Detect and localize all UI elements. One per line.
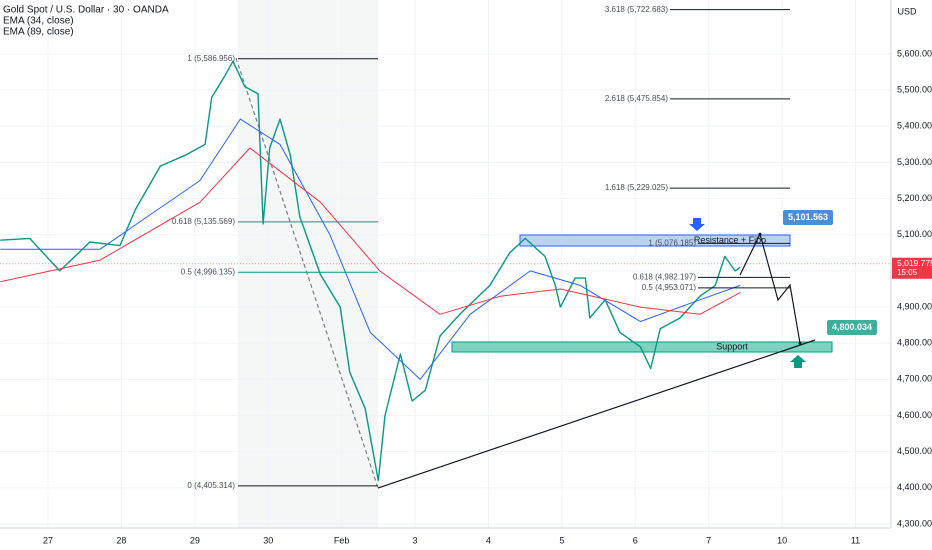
- fib-label: 3.618 (5,722.683): [605, 5, 668, 14]
- target-callout: [827, 320, 877, 335]
- fib-label: 0.618 (4,982.197): [633, 272, 696, 281]
- last-price-label: 5,019.775: [897, 258, 932, 268]
- fib-label: 0.5 (4,953.071): [642, 283, 697, 292]
- up-arrow: [790, 355, 806, 368]
- x-tick-label: 28: [116, 535, 126, 545]
- resistance-label: Resistance + Fibo: [694, 235, 766, 245]
- currency-label: USD: [897, 6, 917, 16]
- legend-entry: EMA (34, close): [3, 16, 74, 27]
- y-tick-label: 4,500.000: [897, 446, 932, 456]
- y-tick-label: 5,200.000: [897, 193, 932, 203]
- x-tick-label: 27: [43, 535, 53, 545]
- x-tick-label: 5: [559, 535, 564, 545]
- target-label: 5,101.563: [788, 212, 828, 222]
- fib-label: 1.618 (5,229.025): [605, 183, 668, 192]
- swing-line: [235, 57, 379, 489]
- y-tick-label: 5,600.000: [897, 48, 932, 58]
- down-arrow: [689, 218, 705, 231]
- resistance-zone: [519, 234, 791, 247]
- x-tick-label: 6: [633, 535, 638, 545]
- countdown-label: 15:05: [897, 268, 918, 277]
- target-point: [798, 341, 802, 345]
- x-tick-label: 29: [190, 535, 200, 545]
- target-label: 4,800.034: [832, 322, 872, 332]
- y-tick-label: 5,100.000: [897, 229, 932, 239]
- last-price-tag: [892, 257, 932, 279]
- price-line: [0, 60, 741, 482]
- x-tick-label: 30: [263, 535, 273, 545]
- x-tick-label: Feb: [334, 535, 350, 545]
- chart-title: Gold Spot / U.S. Dollar · 30 · OANDA: [3, 5, 169, 16]
- fib-label: 2.618 (5,475.854): [605, 94, 668, 103]
- legend-entry: EMA (89, close): [3, 27, 74, 38]
- trend-line: [377, 339, 816, 489]
- y-tick-label: 4,400.000: [897, 482, 932, 492]
- y-tick-label: 5,500.000: [897, 85, 932, 95]
- x-axis-panel: [0, 528, 891, 550]
- x-tick-label: 4: [486, 535, 491, 545]
- fib-label: 1 (5,586.956): [187, 54, 235, 63]
- x-tick-label: 3: [413, 535, 418, 545]
- fib-label: 0.5 (4,996.135): [181, 267, 236, 276]
- ema-line: [0, 147, 741, 315]
- y-tick-label: 4,900.000: [897, 301, 932, 311]
- support-label: Support: [716, 341, 748, 351]
- plot: 1 (5,586.956) 0.618 (5,135.569) 0.5 (4,996…: [0, 5, 891, 490]
- support-zone: [451, 341, 833, 353]
- fib-label: 0 (4,405.314): [187, 481, 235, 490]
- axes: 4,300.000 4,400.000 4,500.000 4,600.000 4,70…: [43, 48, 932, 545]
- projection-path: [739, 232, 801, 344]
- y-tick-label: 5,300.000: [897, 157, 932, 167]
- y-tick-label: 4,800.000: [897, 338, 932, 348]
- fib-label: 1 (5,076.185): [648, 238, 696, 247]
- y-tick-label: 4,700.000: [897, 374, 932, 384]
- x-tick-label: 11: [851, 535, 860, 545]
- target-callout: [783, 210, 833, 225]
- ema-line: [0, 118, 741, 380]
- y-tick-label: 4,600.000: [897, 410, 932, 420]
- x-tick-label: 7: [706, 535, 711, 545]
- x-tick-label: 10: [777, 535, 787, 545]
- fib-label: 0.618 (5,135.569): [172, 217, 235, 226]
- target-point: [758, 232, 762, 236]
- y-tick-label: 5,400.000: [897, 121, 932, 131]
- y-tick-label: 4,300.000: [897, 518, 932, 528]
